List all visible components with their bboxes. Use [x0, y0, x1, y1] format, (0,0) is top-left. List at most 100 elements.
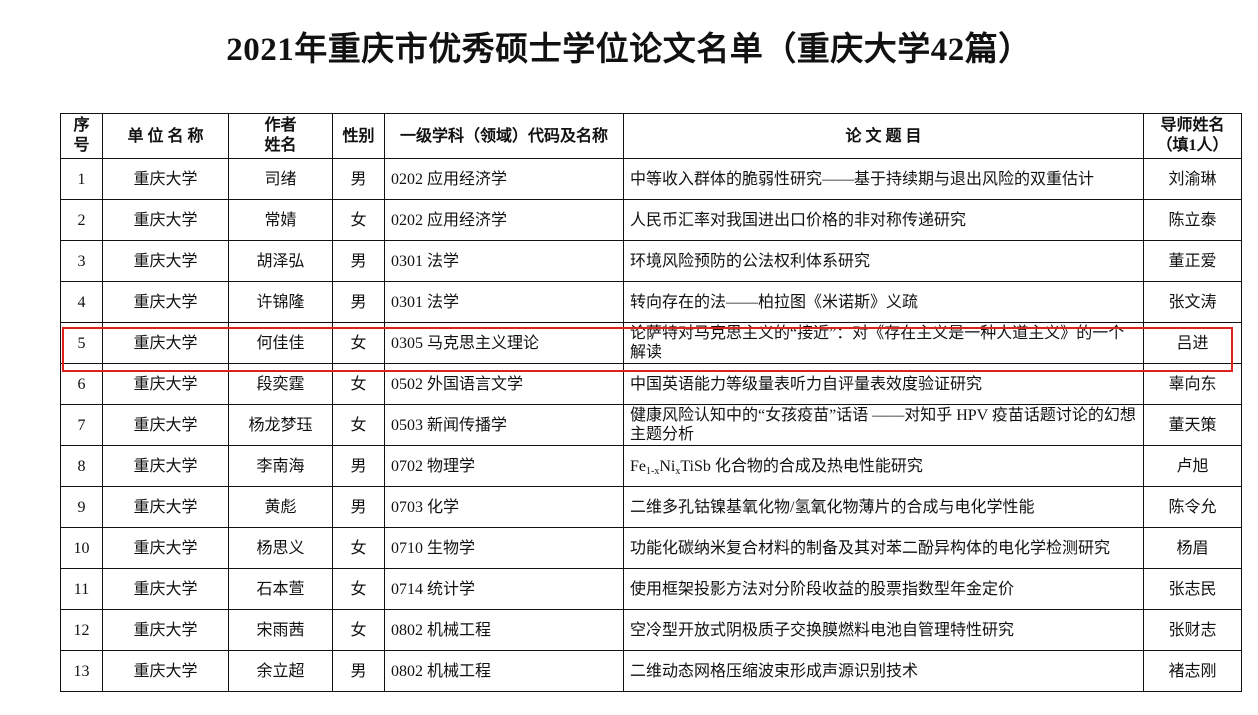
row-number: 3: [60, 240, 103, 282]
thesis-title: 转向存在的法——柏拉图《米诺斯》义疏: [623, 281, 1144, 323]
advisor-name: 褚志刚: [1143, 650, 1242, 692]
subscript: 1-x: [646, 465, 660, 477]
unit-name: 重庆大学: [102, 609, 229, 651]
thesis-title: 二维动态网格压缩波束形成声源识别技术: [623, 650, 1144, 692]
row-number: 10: [60, 527, 103, 569]
discipline: 0703 化学: [384, 486, 624, 528]
thesis-title: 环境风险预防的公法权利体系研究: [623, 240, 1144, 282]
unit-name: 重庆大学: [102, 158, 229, 200]
gender: 女: [332, 527, 385, 569]
row-number: 9: [60, 486, 103, 528]
gender: 男: [332, 158, 385, 200]
thesis-title: 二维多孔钴镍基氧化物/氢氧化物薄片的合成与电化学性能: [623, 486, 1144, 528]
author-name: 余立超: [228, 650, 333, 692]
author-name: 李南海: [228, 445, 333, 487]
advisor-name: 陈令允: [1143, 486, 1242, 528]
author-name: 宋雨茜: [228, 609, 333, 651]
author-name: 石本萱: [228, 568, 333, 610]
thesis-title: Fe1-xNixTiSb 化合物的合成及热电性能研究: [623, 445, 1144, 487]
author-name: 黄彪: [228, 486, 333, 528]
gender: 女: [332, 404, 385, 446]
row-number: 11: [60, 568, 103, 610]
thesis-title: 中国英语能力等级量表听力自评量表效度验证研究: [623, 363, 1144, 405]
thesis-title: 空冷型开放式阴极质子交换膜燃料电池自管理特性研究: [623, 609, 1144, 651]
author-name: 杨龙梦珏: [228, 404, 333, 446]
author-name: 司绪: [228, 158, 333, 200]
advisor-name: 董天策: [1143, 404, 1242, 446]
table-row: 7 重庆大学 杨龙梦珏女 0503 新闻传播学 健康风险认知中的“女孩疫苗”话语 ——对…: [60, 404, 1242, 446]
discipline: 0710 生物学: [384, 527, 624, 569]
gender: 男: [332, 486, 385, 528]
advisor-name: 杨眉: [1143, 527, 1242, 569]
title-segment: TiSb 化合物的合成及热电性能研究: [680, 457, 923, 475]
unit-name: 重庆大学: [102, 486, 229, 528]
advisor-name: 吕进: [1143, 322, 1242, 364]
discipline: 0305 马克思主义理论: [384, 322, 624, 364]
unit-name: 重庆大学: [102, 568, 229, 610]
discipline: 0802 机械工程: [384, 609, 624, 651]
table-row: 6 重庆大学 段奕霆女 0502 外国语言文学 中国英语能力等级量表听力自评量表效度验证…: [60, 363, 1242, 405]
advisor-name: 辜向东: [1143, 363, 1242, 405]
gender: 男: [332, 281, 385, 323]
header-author: 作者姓名: [228, 113, 333, 159]
thesis-title: 论萨特对马克思主义的“接近”：对《存在主义是一种人道主义》的一个解读: [623, 322, 1144, 364]
unit-name: 重庆大学: [102, 404, 229, 446]
table-row: 10 重庆大学 杨思义女 0710 生物学 功能化碳纳米复合材料的制备及其对苯二酚异构体…: [60, 527, 1242, 569]
row-number: 8: [60, 445, 103, 487]
header-thesis-title: 论 文 题 目: [623, 113, 1144, 159]
discipline: 0202 应用经济学: [384, 199, 624, 241]
unit-name: 重庆大学: [102, 199, 229, 241]
table-row: 9 重庆大学 黄彪男 0703 化学 二维多孔钴镍基氧化物/氢氧化物薄片的合成与电化学性…: [60, 486, 1242, 528]
table-row: 11 重庆大学 石本萱女 0714 统计学 使用框架投影方法对分阶段收益的股票指数型年金…: [60, 568, 1242, 610]
discipline: 0301 法学: [384, 240, 624, 282]
gender: 男: [332, 240, 385, 282]
author-name: 何佳佳: [228, 322, 333, 364]
unit-name: 重庆大学: [102, 363, 229, 405]
table-row: 13 重庆大学 余立超男 0802 机械工程 二维动态网格压缩波束形成声源识别技术 褚志刚: [60, 650, 1242, 692]
discipline: 0301 法学: [384, 281, 624, 323]
table-header-row: 序号 单 位 名 称 作者姓名 性别 一级学科（领域）代码及名称 论 文 题 目…: [60, 113, 1242, 159]
advisor-name: 张财志: [1143, 609, 1242, 651]
table-row: 2 重庆大学 常婧女 0202 应用经济学 人民币汇率对我国进出口价格的非对称传递研究陈…: [60, 199, 1242, 241]
thesis-title: 中等收入群体的脆弱性研究——基于持续期与退出风险的双重估计: [623, 158, 1144, 200]
author-name: 杨思义: [228, 527, 333, 569]
header-discipline: 一级学科（领域）代码及名称: [384, 113, 624, 159]
row-number: 1: [60, 158, 103, 200]
table-row: 4 重庆大学 许锦隆男 0301 法学 转向存在的法——柏拉图《米诺斯》义疏 张文涛: [60, 281, 1242, 323]
advisor-name: 陈立泰: [1143, 199, 1242, 241]
header-advisor: 导师姓名（填1人）: [1143, 113, 1242, 159]
thesis-list-table: 序号 单 位 名 称 作者姓名 性别 一级学科（领域）代码及名称 论 文 题 目…: [60, 113, 1242, 692]
header-unit: 单 位 名 称: [102, 113, 229, 159]
row-number: 4: [60, 281, 103, 323]
gender: 女: [332, 609, 385, 651]
discipline: 0802 机械工程: [384, 650, 624, 692]
thesis-title: 使用框架投影方法对分阶段收益的股票指数型年金定价: [623, 568, 1144, 610]
table-row: 1 重庆大学 司绪男 0202 应用经济学 中等收入群体的脆弱性研究——基于持续期与退出…: [60, 158, 1242, 200]
header-gender: 性别: [332, 113, 385, 159]
discipline: 0702 物理学: [384, 445, 624, 487]
row-number: 6: [60, 363, 103, 405]
unit-name: 重庆大学: [102, 527, 229, 569]
title-segment: Fe: [630, 457, 646, 475]
title-segment: Ni: [659, 457, 676, 475]
gender: 男: [332, 650, 385, 692]
gender: 男: [332, 445, 385, 487]
thesis-title: 人民币汇率对我国进出口价格的非对称传递研究: [623, 199, 1144, 241]
row-number: 12: [60, 609, 103, 651]
discipline: 0503 新闻传播学: [384, 404, 624, 446]
gender: 女: [332, 363, 385, 405]
unit-name: 重庆大学: [102, 650, 229, 692]
author-name: 许锦隆: [228, 281, 333, 323]
table-row: 3 重庆大学 胡泽弘男 0301 法学 环境风险预防的公法权利体系研究 董正爱: [60, 240, 1242, 282]
discipline: 0502 外国语言文学: [384, 363, 624, 405]
discipline: 0202 应用经济学: [384, 158, 624, 200]
table-row: 12 重庆大学 宋雨茜女 0802 机械工程 空冷型开放式阴极质子交换膜燃料电池自管理特…: [60, 609, 1242, 651]
advisor-name: 卢旭: [1143, 445, 1242, 487]
table-row: 8 重庆大学 李南海男 0702 物理学 Fe1-xNixTiSb 化合物的合成及热电性…: [60, 445, 1242, 487]
row-number: 7: [60, 404, 103, 446]
advisor-name: 张志民: [1143, 568, 1242, 610]
subscript: x: [675, 465, 681, 477]
gender: 女: [332, 568, 385, 610]
unit-name: 重庆大学: [102, 281, 229, 323]
advisor-name: 张文涛: [1143, 281, 1242, 323]
